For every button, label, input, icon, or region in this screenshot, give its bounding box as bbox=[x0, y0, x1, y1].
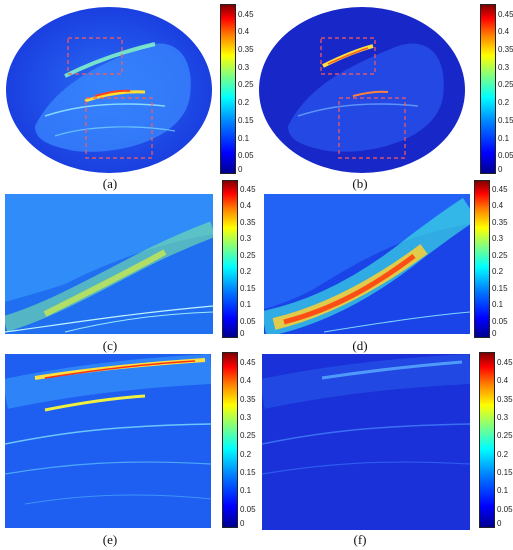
colorbar-e-tick: 0.4 bbox=[240, 376, 252, 386]
colorbar-c-tick: 0.3 bbox=[240, 234, 252, 244]
colorbar-b bbox=[480, 4, 496, 174]
colorbar-a-tick: 0.15 bbox=[238, 115, 254, 125]
colorbar-e-tick: 0.25 bbox=[240, 431, 256, 441]
colorbar-e-tick: 0.05 bbox=[240, 504, 256, 514]
colorbar-e-tick: 0.35 bbox=[240, 394, 256, 404]
colorbar-f-tick: 0.35 bbox=[497, 394, 513, 404]
colorbar-f-tick: 0.3 bbox=[497, 413, 509, 422]
colorbar-c-tick: 0.1 bbox=[240, 300, 252, 310]
panel-e-image bbox=[5, 354, 211, 528]
colorbar-f-tick: 0.45 bbox=[497, 358, 513, 367]
panel-b-image bbox=[258, 6, 466, 174]
colorbar-f-tick: 0 bbox=[497, 519, 502, 528]
colorbar-b-tick: 0.1 bbox=[498, 133, 510, 143]
colorbar-a-tick: 0.45 bbox=[238, 9, 254, 19]
colorbar-c-tick: 0.25 bbox=[240, 250, 256, 260]
colorbar-b-tick: 0.45 bbox=[498, 9, 513, 19]
colorbar-b-tick: 0.35 bbox=[498, 45, 513, 55]
colorbar-e-tick: 0.1 bbox=[240, 486, 252, 496]
colorbar-a-tick: 0.2 bbox=[238, 98, 250, 108]
colorbar-f-tick: 0.1 bbox=[497, 486, 509, 496]
colorbar-d-tick: 0.35 bbox=[492, 217, 508, 227]
colorbar-d-tick: 0.3 bbox=[492, 234, 504, 244]
colorbar-a-tick: 0.35 bbox=[238, 45, 254, 55]
colorbar-b-tick: 0.3 bbox=[498, 62, 510, 72]
colorbar-e-tick: 0 bbox=[240, 519, 245, 528]
colorbar-b-tick: 0.15 bbox=[498, 115, 513, 125]
colorbar-a-tick: 0 bbox=[238, 165, 243, 174]
panel-a-image bbox=[5, 6, 213, 174]
colorbar-f-tick: 0.15 bbox=[497, 468, 513, 477]
colorbar-c-tick: 0.2 bbox=[240, 267, 252, 277]
colorbar-d bbox=[474, 180, 490, 338]
caption-d: (d) bbox=[352, 338, 368, 353]
caption-c: (c) bbox=[102, 338, 118, 353]
colorbar-a-tick: 0.4 bbox=[238, 27, 250, 37]
colorbar-f bbox=[479, 352, 495, 528]
panel-c-image bbox=[5, 194, 213, 334]
caption-a: (a) bbox=[102, 176, 118, 191]
colorbar-f-tick: 0.05 bbox=[497, 504, 513, 514]
colorbar-a-tick: 0.1 bbox=[238, 133, 250, 143]
colorbar-e-tick: 0.3 bbox=[240, 413, 252, 422]
caption-b: (b) bbox=[352, 176, 368, 191]
colorbar-b-tick: 0.2 bbox=[498, 98, 510, 108]
colorbar-b-tick: 0.05 bbox=[498, 151, 513, 161]
caption-e: (e) bbox=[102, 532, 118, 547]
colorbar-a-tick: 0.25 bbox=[238, 80, 254, 90]
colorbar-c-tick: 0.05 bbox=[240, 316, 256, 326]
colorbar-a bbox=[220, 4, 236, 174]
colorbar-d-tick: 0.25 bbox=[492, 250, 508, 260]
colorbar-b-tick: 0.25 bbox=[498, 80, 513, 90]
colorbar-e-tick: 0.2 bbox=[240, 449, 252, 459]
colorbar-c bbox=[222, 180, 238, 338]
colorbar-d-tick: 0.2 bbox=[492, 267, 504, 277]
colorbar-a-tick: 0.3 bbox=[238, 62, 250, 72]
colorbar-c-tick: 0.15 bbox=[240, 283, 256, 293]
colorbar-a-tick: 0.05 bbox=[238, 151, 254, 161]
colorbar-c-tick: 0.4 bbox=[240, 201, 252, 211]
colorbar-c-tick: 0 bbox=[240, 329, 245, 338]
colorbar-d-tick: 0.05 bbox=[492, 316, 508, 326]
panel-f-image bbox=[262, 354, 470, 530]
colorbar-e-tick: 0.15 bbox=[240, 468, 256, 477]
colorbar-f-tick: 0.2 bbox=[497, 449, 509, 459]
colorbar-b-tick: 0.4 bbox=[498, 27, 510, 37]
colorbar-d-tick: 0.4 bbox=[492, 201, 504, 211]
colorbar-e-tick: 0.45 bbox=[240, 358, 256, 367]
colorbar-c-tick: 0.35 bbox=[240, 217, 256, 227]
colorbar-d-tick: 0.15 bbox=[492, 283, 508, 293]
colorbar-f-tick: 0.25 bbox=[497, 431, 513, 441]
panel-d-image bbox=[264, 194, 470, 334]
colorbar-f-tick: 0.4 bbox=[497, 376, 509, 386]
colorbar-e bbox=[222, 352, 238, 528]
caption-f: (f) bbox=[353, 532, 367, 547]
colorbar-c-tick: 0.45 bbox=[240, 184, 256, 194]
colorbar-b-tick: 0 bbox=[498, 165, 503, 174]
colorbar-d-tick: 0.1 bbox=[492, 300, 504, 310]
colorbar-d-tick: 0 bbox=[492, 329, 497, 338]
colorbar-d-tick: 0.45 bbox=[492, 184, 508, 194]
